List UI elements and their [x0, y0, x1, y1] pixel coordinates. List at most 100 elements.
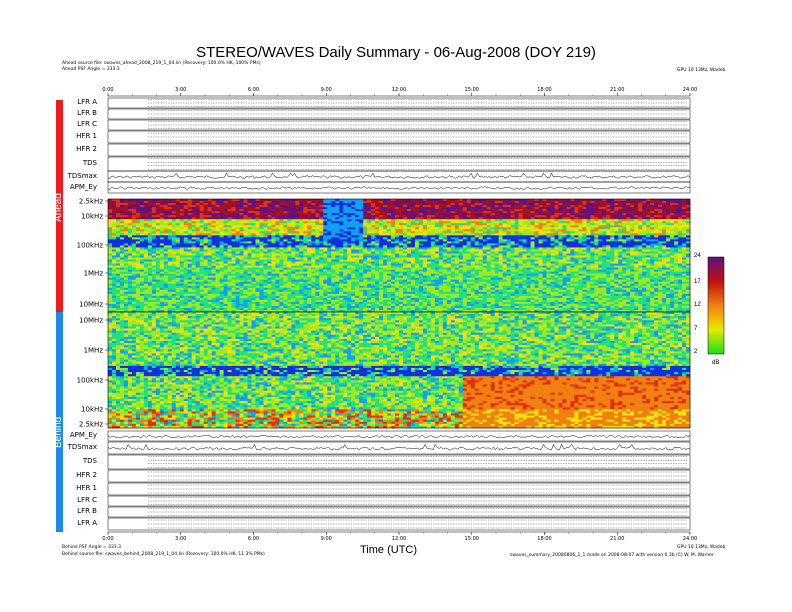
ahead-spectrogram-cell — [191, 203, 196, 206]
ahead-spectrogram-cell — [522, 237, 527, 240]
ahead-spectrogram-cell — [355, 241, 360, 244]
ahead-spectrogram-cell — [199, 201, 204, 204]
ahead-spectrogram-cell — [630, 219, 635, 222]
ahead-spectrogram-cell — [151, 219, 157, 222]
ahead-spectrogram-cell — [502, 213, 507, 216]
ahead-spectrogram-cell — [179, 211, 185, 214]
ahead-spectrogram-cell — [650, 215, 655, 218]
ahead-spectrogram-cell — [530, 215, 535, 218]
ahead-spectrogram-cell — [171, 207, 177, 210]
ahead-spectrogram-cell — [115, 265, 121, 268]
ahead-spectrogram-cell — [307, 239, 312, 242]
ahead-spectrogram-cell — [183, 249, 189, 252]
ahead-spectrogram-cell — [163, 211, 169, 214]
ahead-spectrogram-cell — [207, 255, 212, 258]
ahead-spectrogram-cell — [426, 259, 432, 262]
ahead-spectrogram-cell — [379, 241, 384, 244]
ahead-spectrogram-cell — [494, 217, 499, 220]
ahead-spectrogram-cell — [255, 265, 260, 268]
ahead-spectrogram-cell — [470, 261, 476, 264]
ahead-spectrogram-cell — [562, 239, 567, 242]
ahead-spectrogram-cell — [550, 227, 555, 230]
ahead-spectrogram-cell — [171, 259, 177, 262]
ahead-spectrogram-cell — [462, 241, 468, 244]
ahead-spectrogram-cell — [263, 199, 268, 202]
ahead-spectrogram-cell — [215, 247, 220, 250]
ahead-spectrogram-cell — [618, 239, 623, 242]
ahead-spectrogram-cell — [387, 211, 392, 214]
ahead-spectrogram-cell — [287, 253, 292, 256]
ahead-spectrogram-cell — [375, 207, 380, 210]
ahead-spectrogram-cell — [271, 235, 276, 238]
ahead-spectrogram-cell — [658, 241, 663, 244]
ahead-spectrogram-cell — [646, 233, 651, 236]
ahead-spectrogram-cell — [199, 227, 204, 230]
ahead-spectrogram-cell — [367, 255, 372, 258]
ahead-spectrogram-cell — [203, 235, 208, 238]
ahead-spectrogram-cell — [199, 265, 204, 268]
ahead-spectrogram-cell — [311, 249, 316, 252]
ahead-spectrogram-cell — [351, 227, 356, 230]
ahead-spectrogram-cell — [618, 233, 623, 236]
ahead-spectrogram-cell — [622, 219, 627, 222]
ahead-spectrogram-cell — [255, 211, 260, 214]
ahead-spectrogram-cell — [323, 213, 328, 216]
ahead-spectrogram-cell — [478, 209, 484, 212]
ahead-spectrogram-cell — [598, 213, 603, 216]
ahead-spectrogram-cell — [490, 245, 495, 248]
ahead-spectrogram-cell — [530, 241, 535, 244]
ahead-spectrogram-cell — [470, 217, 476, 220]
ahead-spectrogram-cell — [634, 221, 639, 224]
ahead-spectrogram-cell — [522, 247, 527, 250]
ahead-spectrogram-cell — [634, 251, 639, 254]
ahead-spectrogram-cell — [410, 241, 416, 244]
ahead-spectrogram-cell — [139, 225, 145, 228]
ahead-spectrogram-cell — [582, 209, 587, 212]
ahead-spectrogram-cell — [183, 253, 189, 256]
ahead-spectrogram-cell — [279, 245, 284, 248]
ahead-spectrogram-cell — [115, 261, 121, 264]
ahead-spectrogram-cell — [514, 231, 519, 234]
ahead-spectrogram-cell — [530, 255, 535, 258]
ahead-spectrogram-cell — [155, 243, 161, 246]
ahead-spectrogram-cell — [195, 213, 200, 216]
ahead-spectrogram-cell — [151, 217, 157, 220]
ahead-spectrogram-cell — [530, 229, 535, 232]
ahead-spectrogram-cell — [347, 255, 352, 258]
ahead-spectrogram-cell — [606, 209, 611, 212]
ahead-spectrogram-cell — [426, 247, 432, 250]
ahead-spectrogram-cell — [108, 213, 113, 216]
ahead-spectrogram-cell — [219, 227, 224, 230]
ahead-spectrogram-cell — [363, 201, 368, 204]
ahead-spectrogram-cell — [634, 253, 639, 256]
ahead-spectrogram-cell — [578, 249, 583, 252]
ahead-spectrogram-cell — [458, 219, 464, 222]
ahead-spectrogram-cell — [159, 223, 165, 226]
ahead-spectrogram-cell — [187, 237, 193, 240]
ahead-spectrogram-cell — [646, 229, 651, 232]
ahead-spectrogram-cell — [510, 241, 515, 244]
ahead-spectrogram-cell — [614, 251, 619, 254]
ahead-spectrogram-cell — [678, 239, 683, 242]
ahead-spectrogram-cell — [175, 219, 181, 222]
ahead-spectrogram-cell — [578, 255, 583, 258]
ahead-spectrogram-cell — [363, 219, 368, 222]
ahead-spectrogram-cell — [626, 207, 631, 210]
ahead-spectrogram-cell — [642, 241, 647, 244]
ahead-spectrogram-cell — [506, 201, 511, 204]
ahead-spectrogram-cell — [418, 201, 424, 204]
ahead-spectrogram-cell — [434, 223, 440, 226]
ahead-spectrogram-cell — [343, 247, 348, 250]
ahead-spectrogram-cell — [518, 255, 523, 258]
ahead-spectrogram-cell — [359, 213, 364, 216]
ahead-spectrogram-cell — [355, 253, 360, 256]
ahead-spectrogram-cell — [506, 217, 511, 220]
ahead-spectrogram-cell — [526, 209, 531, 212]
ahead-spectrogram-cell — [558, 217, 563, 220]
ahead-spectrogram-cell — [108, 217, 113, 220]
ahead-spectrogram-cell — [259, 251, 264, 254]
ahead-spectrogram-cell — [462, 255, 468, 258]
ahead-spectrogram-cell — [119, 243, 125, 246]
ahead-spectrogram-cell — [434, 207, 440, 210]
ahead-spectrogram-cell — [602, 243, 607, 246]
